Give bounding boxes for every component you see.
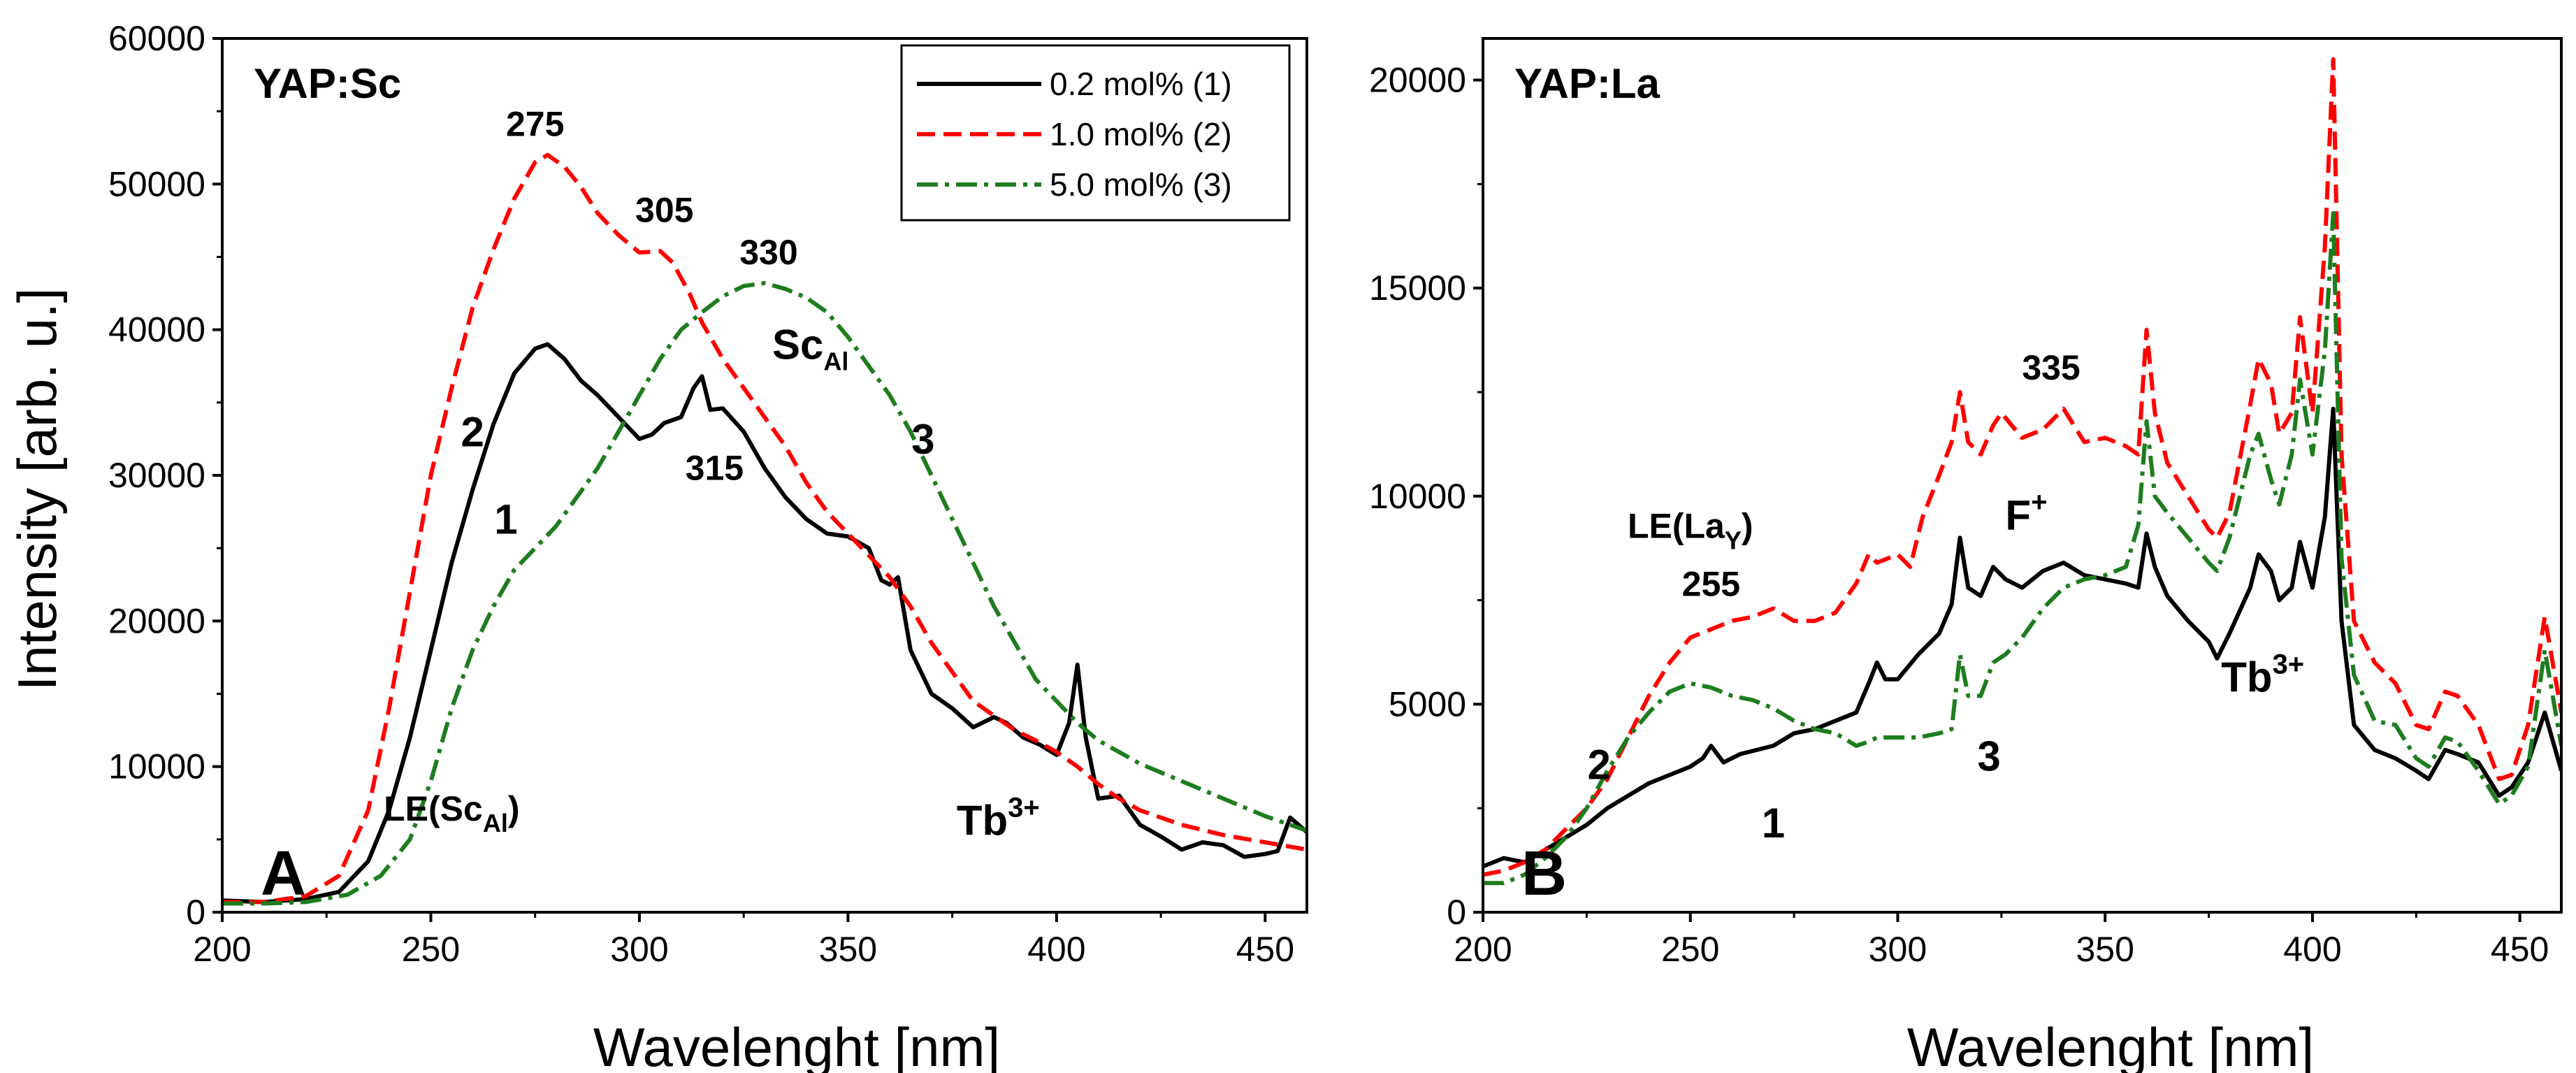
chart-a-x-tick-label: 250 (402, 930, 460, 969)
chart-a-x-tick-label: 450 (1236, 930, 1294, 969)
chart-a-legend-label-3: 5.0 mol% (3) (1050, 166, 1232, 203)
chart-a-y-tick-label: 10000 (108, 747, 205, 786)
chart-a-annotation: 275 (506, 105, 564, 144)
chart-b-plot-frame (1482, 37, 2563, 914)
chart-b-x-tick-label: 400 (2283, 930, 2341, 969)
chart-a-annotation: 305 (635, 191, 693, 230)
chart-b-panel-letter: B (1521, 839, 1567, 909)
chart-b-annotation: Tb3+ (2221, 649, 2304, 701)
chart-b-annotation: 2 (1587, 742, 1610, 788)
chart-a-x-tick-label: 400 (1027, 930, 1085, 969)
panel-a: 200 250 300 350 400 450 0 10000 20000 30000 40000 5… (108, 19, 1308, 969)
chart-a-legend-label-1: 0.2 mol% (1) (1050, 66, 1232, 102)
chart-a-panel-letter: A (261, 839, 306, 909)
chart-a-x-tick-label: 300 (610, 930, 668, 969)
chart-a-x-tick-label: 350 (819, 930, 877, 969)
chart-a-annotation: 1 (494, 496, 517, 542)
chart-b-series-group (1483, 57, 2561, 886)
chart-b-annotation: 1 (1762, 800, 1785, 847)
chart-b-x-tick-label: 300 (1869, 930, 1927, 969)
chart-a-sub-annotation: LE(ScAl) (384, 789, 519, 837)
chart-b-series-line-2 (1483, 57, 2561, 877)
panel-b: 200 250 300 350 400 450 0 5000 10000 15000 20000 YA… (1369, 37, 2563, 969)
chart-b-y-tick-label: 15000 (1369, 268, 1466, 308)
chart-b-x-tick-label: 200 (1454, 930, 1512, 969)
chart-b-series-line-1 (1483, 406, 2561, 869)
chart-a-annotation: 330 (739, 233, 797, 272)
chart-b-sub-annotation: LE(LaY) (1628, 506, 1753, 554)
chart-b-annotation: 3 (1977, 733, 2000, 780)
chart-a-legend: 0.2 mol% (1) 1.0 mol% (2) 5.0 mol% (3) (900, 44, 1291, 222)
chart-b-y-tick-label: 10000 (1369, 477, 1466, 516)
chart-b-x-tick-label: 450 (2491, 930, 2549, 969)
chart-b-y-tick-label: 20000 (1369, 61, 1466, 100)
chart-b-y-tick-label: 0 (1447, 893, 1466, 932)
x-axis-title-a: Wavelenght [nm] (593, 1016, 1000, 1073)
chart-b-sup-annotation: F+ (2005, 487, 2047, 538)
chart-a-title: YAP:Sc (254, 60, 401, 107)
y-axis-title: Intensity [arb. u.] (6, 288, 68, 691)
chart-b-title: YAP:La (1514, 60, 1660, 107)
chart-a-legend-box (900, 44, 1291, 222)
chart-a-y-tick-label: 50000 (108, 164, 205, 203)
chart-b-series-line-3 (1483, 211, 2561, 886)
chart-b-y-tick-label: 5000 (1389, 684, 1466, 723)
chart-a-y-tick-label: 60000 (108, 19, 205, 58)
chart-a-y-tick-label: 40000 (108, 310, 205, 350)
chart-a-annotation: 315 (686, 448, 744, 487)
x-axis-title-b: Wavelenght [nm] (1907, 1016, 2314, 1073)
chart-b-x-tick-label: 350 (2076, 930, 2134, 969)
chart-a-series-line-2 (222, 152, 1307, 905)
chart-b-x-tick-label: 250 (1661, 930, 1719, 969)
chart-a-y-tick-label: 20000 (108, 601, 205, 640)
chart-a-series-line-3 (222, 281, 1307, 906)
chart-b-annotation: 335 (2022, 348, 2080, 387)
chart-a-series-group (222, 152, 1307, 906)
chart-b-annotation: 255 (1682, 565, 1740, 604)
chart-a-annotation: 2 (461, 408, 484, 455)
chart-a-sub-annotation: ScAl (772, 321, 848, 375)
chart-a-y-tick-label: 30000 (108, 456, 205, 495)
chart-a-annotation: Tb3+ (957, 793, 1040, 844)
chart-a-legend-label-2: 1.0 mol% (2) (1050, 116, 1232, 152)
chart-a-x-tick-label: 200 (193, 930, 251, 969)
chart-a-annotation: 3 (911, 416, 934, 463)
chart-a-y-tick-label: 0 (186, 893, 205, 932)
